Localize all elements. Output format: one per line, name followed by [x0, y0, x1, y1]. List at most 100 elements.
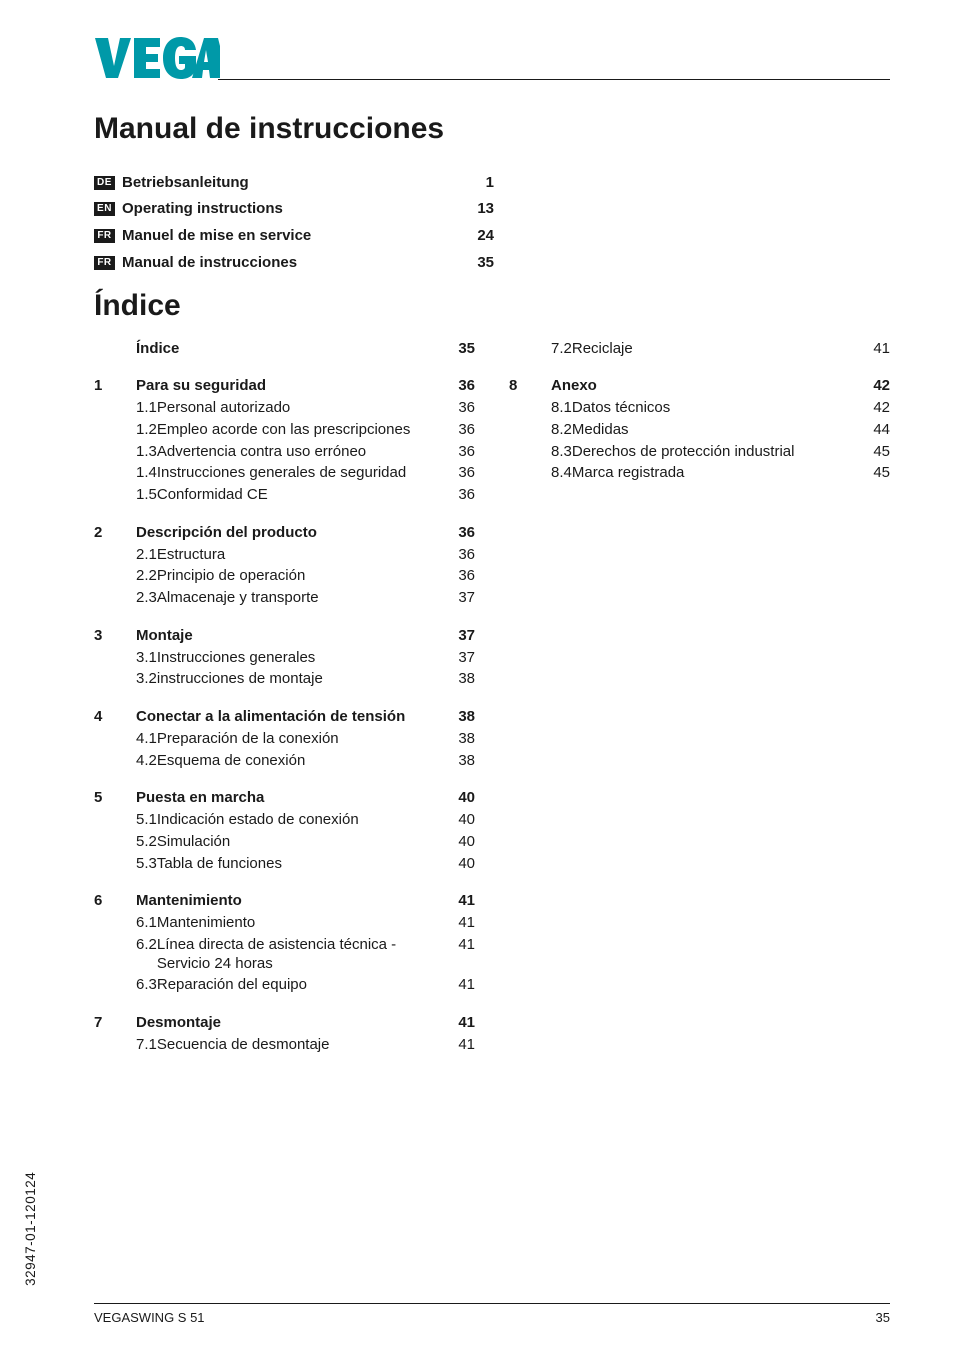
toc-label: Advertencia contra uso erróneo [157, 443, 445, 462]
footer-product-name: VEGASWING S 51 [94, 1310, 205, 1326]
toc-subsection: 8.3Derechos de protección industrial45 [509, 441, 890, 463]
toc-number: 3.1 [94, 649, 157, 668]
toc-label: Tabla de funciones [157, 855, 445, 874]
toc-label: Secuencia de desmontaje [157, 1036, 445, 1055]
toc-number: 6 [94, 892, 136, 911]
toc-label: Personal autorizado [157, 399, 445, 418]
toc-column-left: Índice351Para su seguridad361.1Personal … [94, 338, 475, 1056]
document-code-vertical: 32947-01-120124 [23, 1172, 40, 1286]
toc-label: Datos técnicos [572, 399, 860, 418]
toc-page: 36 [445, 421, 475, 440]
toc-page: 37 [445, 649, 475, 668]
language-edition-table: DEBetriebsanleitung1ENOperating instruct… [94, 170, 494, 277]
lang-flag: DE [94, 176, 115, 190]
toc-number: 1.3 [94, 443, 157, 462]
lang-label: Manuel de mise en service [122, 223, 458, 250]
lang-flag: FR [94, 229, 115, 243]
toc-number: 8 [509, 377, 551, 396]
language-row: EN Operating instructions13 [94, 196, 494, 223]
toc-section: 8Anexo42 [509, 376, 890, 398]
toc-section: 4Conectar a la alimentación de tensión38 [94, 707, 475, 729]
toc-label: Marca registrada [572, 464, 860, 483]
toc-subsection: 1.5Conformidad CE36 [94, 485, 475, 507]
toc-page: 41 [860, 340, 890, 359]
toc-label: Instrucciones generales [157, 649, 445, 668]
toc-section: 6Mantenimiento41 [94, 891, 475, 913]
toc-number: 8.3 [509, 443, 572, 462]
toc-number: 8.4 [509, 464, 572, 483]
toc-subsection: 5.1Indicación estado de conexión40 [94, 810, 475, 832]
toc-label: Para su seguridad [136, 377, 445, 396]
toc-number: 1 [94, 377, 136, 396]
toc-page: 36 [445, 377, 475, 396]
toc-subsection: 2.2Principio de operación36 [94, 566, 475, 588]
toc-number: 5 [94, 789, 136, 808]
toc-label: Conformidad CE [157, 486, 445, 505]
toc-label: Almacenaje y transporte [157, 589, 445, 608]
toc-subsection: 1.4Instrucciones generales de seguridad3… [94, 463, 475, 485]
toc-label: Descripción del producto [136, 524, 445, 543]
toc-page: 38 [445, 752, 475, 771]
toc-label: Índice [136, 340, 445, 359]
lang-page: 35 [458, 250, 494, 277]
index-heading: Índice [94, 287, 890, 325]
toc-page: 41 [445, 936, 475, 955]
toc-number: 1.5 [94, 486, 157, 505]
toc-page: 40 [445, 811, 475, 830]
lang-page: 13 [458, 196, 494, 223]
header-underline [218, 79, 890, 80]
toc-subsection: 6.2Línea directa de asistencia técnica -… [94, 934, 475, 975]
language-row: FRManual de instrucciones35 [94, 250, 494, 277]
toc-section: 5Puesta en marcha40 [94, 788, 475, 810]
toc-page: 41 [445, 914, 475, 933]
toc-page: 38 [445, 670, 475, 689]
toc-page: 36 [445, 524, 475, 543]
toc-subsection: Índice35 [94, 338, 475, 360]
toc-label: Instrucciones generales de seguridad [157, 464, 445, 483]
lang-flag: EN [94, 202, 115, 216]
toc-label: Conectar a la alimentación de tensión [136, 708, 445, 727]
toc-page: 40 [445, 833, 475, 852]
toc-page: 42 [860, 377, 890, 396]
toc-label: Desmontaje [136, 1014, 445, 1033]
toc-section: 3Montaje37 [94, 625, 475, 647]
toc-page: 36 [445, 443, 475, 462]
toc-number: 3 [94, 627, 136, 646]
toc-label: Medidas [572, 421, 860, 440]
toc-number: 4.1 [94, 730, 157, 749]
toc-page: 45 [860, 464, 890, 483]
toc-page: 41 [445, 976, 475, 995]
toc-subsection: 3.1Instrucciones generales37 [94, 647, 475, 669]
toc-number: 5.2 [94, 833, 157, 852]
toc-number: 6.2 [94, 936, 157, 955]
toc-label: Indicación estado de conexión [157, 811, 445, 830]
toc-page: 41 [445, 892, 475, 911]
toc-label: Montaje [136, 627, 445, 646]
lang-page: 1 [458, 170, 494, 197]
toc-number: 8.2 [509, 421, 572, 440]
toc-page: 40 [445, 789, 475, 808]
toc-section: 2Descripción del producto36 [94, 522, 475, 544]
toc-number: 4 [94, 708, 136, 727]
toc-page: 36 [445, 399, 475, 418]
toc-subsection: 4.2Esquema de conexión38 [94, 750, 475, 772]
toc-page: 38 [445, 708, 475, 727]
lang-label: Operating instructions [122, 196, 458, 223]
toc-label: Mantenimiento [136, 892, 445, 911]
toc-subsection: 8.4Marca registrada45 [509, 463, 890, 485]
toc-label: Mantenimiento [157, 914, 445, 933]
brand-logo [94, 36, 220, 82]
toc-section: 7Desmontaje41 [94, 1013, 475, 1035]
toc-subsection: 5.3Tabla de funciones40 [94, 853, 475, 875]
toc-subsection: 1.1Personal autorizado36 [94, 398, 475, 420]
toc-label: Derechos de protección industrial [572, 443, 860, 462]
toc-number: 1.1 [94, 399, 157, 418]
toc-number: 6.1 [94, 914, 157, 933]
toc-column-right: 7.2Reciclaje418Anexo428.1Datos técnicos4… [509, 338, 890, 485]
lang-label: Manual de instrucciones [122, 250, 458, 277]
toc-number: 5.3 [94, 855, 157, 874]
toc-subsection: 1.2Empleo acorde con las prescripciones3… [94, 419, 475, 441]
toc-subsection: 6.1Mantenimiento41 [94, 913, 475, 935]
toc-subsection: 2.3Almacenaje y transporte37 [94, 588, 475, 610]
toc-number: 2.1 [94, 546, 157, 565]
